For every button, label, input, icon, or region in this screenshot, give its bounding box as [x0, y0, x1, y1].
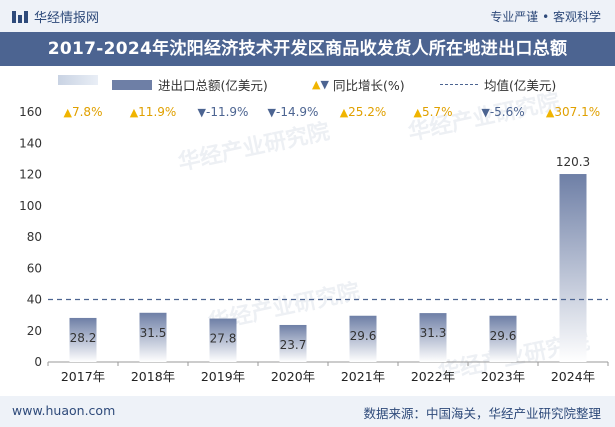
- growth-label-up: ▲7.8%: [64, 105, 103, 119]
- legend-growth-label: 同比增长(%): [332, 78, 405, 93]
- legend-bar-label: 进出口总额(亿美元): [158, 78, 268, 93]
- y-tick-label: 60: [27, 261, 42, 275]
- y-tick-label: 120: [19, 168, 42, 182]
- growth-label-up: ▲11.9%: [130, 105, 177, 119]
- logo-icon: [12, 10, 28, 23]
- growth-value: 5.7%: [422, 105, 453, 119]
- bar[interactable]: [419, 313, 447, 362]
- chart-title: 2017-2024年沈阳经济技术开发区商品收发货人所在地进出口总额: [47, 39, 568, 59]
- growth-value: 7.8%: [72, 105, 103, 119]
- brand-name: 华经情报网: [34, 11, 100, 26]
- x-tick-label: 2021年: [341, 369, 385, 384]
- bar-swatch-icon: [112, 79, 152, 90]
- triangle-up-icon: ▲: [64, 106, 73, 119]
- y-tick-label: 160: [19, 105, 42, 119]
- growth-label-down: ▼-5.6%: [481, 105, 524, 119]
- legend-item-growth: ▲ ▼ 同比增长(%): [312, 75, 405, 94]
- y-tick-label: 80: [27, 230, 42, 244]
- footer-url[interactable]: www.huaon.com: [12, 403, 116, 418]
- growth-value: 25.2%: [348, 105, 386, 119]
- triangle-up-icon: ▲: [312, 78, 321, 91]
- bar[interactable]: [69, 317, 97, 362]
- bar[interactable]: [279, 324, 307, 362]
- footer-source: 数据来源：中国海关，华经产业研究院整理: [363, 406, 601, 421]
- value-label: 31.3: [420, 326, 447, 340]
- dashed-line-icon: [440, 84, 478, 85]
- y-tick-label: 100: [19, 199, 42, 213]
- triangle-down-icon: ▼: [198, 106, 207, 119]
- value-label: 31.5: [140, 326, 167, 340]
- growth-value: -14.9%: [276, 105, 318, 119]
- triangle-up-icon: ▲: [340, 106, 349, 119]
- bar[interactable]: [559, 174, 587, 362]
- x-tick-label: 2020年: [271, 369, 315, 384]
- bar[interactable]: [489, 315, 517, 362]
- y-tick-label: 0: [34, 355, 42, 369]
- watermarks: 华经产业研究院 华经产业研究院 华经产业研究院 华经产业研究院: [176, 88, 592, 385]
- growth-value: -11.9%: [206, 105, 248, 119]
- x-tick-label: 2017年: [61, 369, 105, 384]
- x-tick-label: 2024年: [551, 369, 595, 384]
- x-tick-label: 2022年: [411, 369, 455, 384]
- bar[interactable]: [349, 315, 377, 362]
- value-label: 29.6: [350, 329, 377, 343]
- growth-label-up: ▲5.7%: [414, 105, 453, 119]
- triangle-up-icon: ▲: [130, 106, 139, 119]
- footer: www.huaon.com 数据来源：中国海关，华经产业研究院整理: [0, 396, 615, 427]
- legend-item-avg: 均值(亿美元): [440, 75, 556, 94]
- triangle-down-icon: ▼: [320, 78, 329, 91]
- growth-value: -5.6%: [490, 105, 525, 119]
- legend-avg-label: 均值(亿美元): [484, 78, 557, 93]
- bar[interactable]: [209, 318, 237, 362]
- y-tick-label: 40: [27, 293, 42, 307]
- triangle-up-icon: ▲: [414, 106, 423, 119]
- legend-gradient-swatch: [58, 75, 98, 85]
- value-label: 27.8: [210, 332, 237, 346]
- legend-item-bar: 进出口总额(亿美元): [112, 75, 268, 94]
- growth-label-down: ▼-11.9%: [198, 105, 249, 119]
- x-tick-label: 2018年: [131, 369, 175, 384]
- growth-value: 307.1%: [554, 105, 600, 119]
- growth-label-up: ▲307.1%: [546, 105, 600, 119]
- brand[interactable]: 华经情报网: [12, 7, 99, 26]
- y-tick-label: 20: [27, 324, 42, 338]
- tagline: 专业严谨 • 客观科学: [490, 10, 601, 24]
- svg-text:华经产业研究院: 华经产业研究院: [176, 118, 332, 175]
- triangle-up-icon: ▲: [546, 106, 555, 119]
- y-tick-label: 140: [19, 136, 42, 150]
- x-tick-label: 2019年: [201, 369, 245, 384]
- value-label: 23.7: [280, 338, 307, 352]
- title-bar: 2017-2024年沈阳经济技术开发区商品收发货人所在地进出口总额: [0, 32, 615, 66]
- legend: 进出口总额(亿美元) ▲ ▼ 同比增长(%) 均值(亿美元): [0, 72, 615, 94]
- x-tick-label: 2023年: [481, 369, 525, 384]
- triangle-down-icon: ▼: [481, 106, 490, 119]
- growth-label-down: ▼-14.9%: [268, 105, 319, 119]
- growth-value: 11.9%: [138, 105, 176, 119]
- top-bar: 华经情报网 专业严谨 • 客观科学: [0, 0, 615, 32]
- growth-label-up: ▲25.2%: [340, 105, 387, 119]
- value-label: 29.6: [490, 329, 517, 343]
- legend-gradient-icon: [58, 75, 98, 85]
- bar[interactable]: [139, 312, 167, 362]
- value-label: 28.2: [70, 331, 97, 345]
- triangle-down-icon: ▼: [268, 106, 277, 119]
- value-label: 120.3: [556, 155, 590, 169]
